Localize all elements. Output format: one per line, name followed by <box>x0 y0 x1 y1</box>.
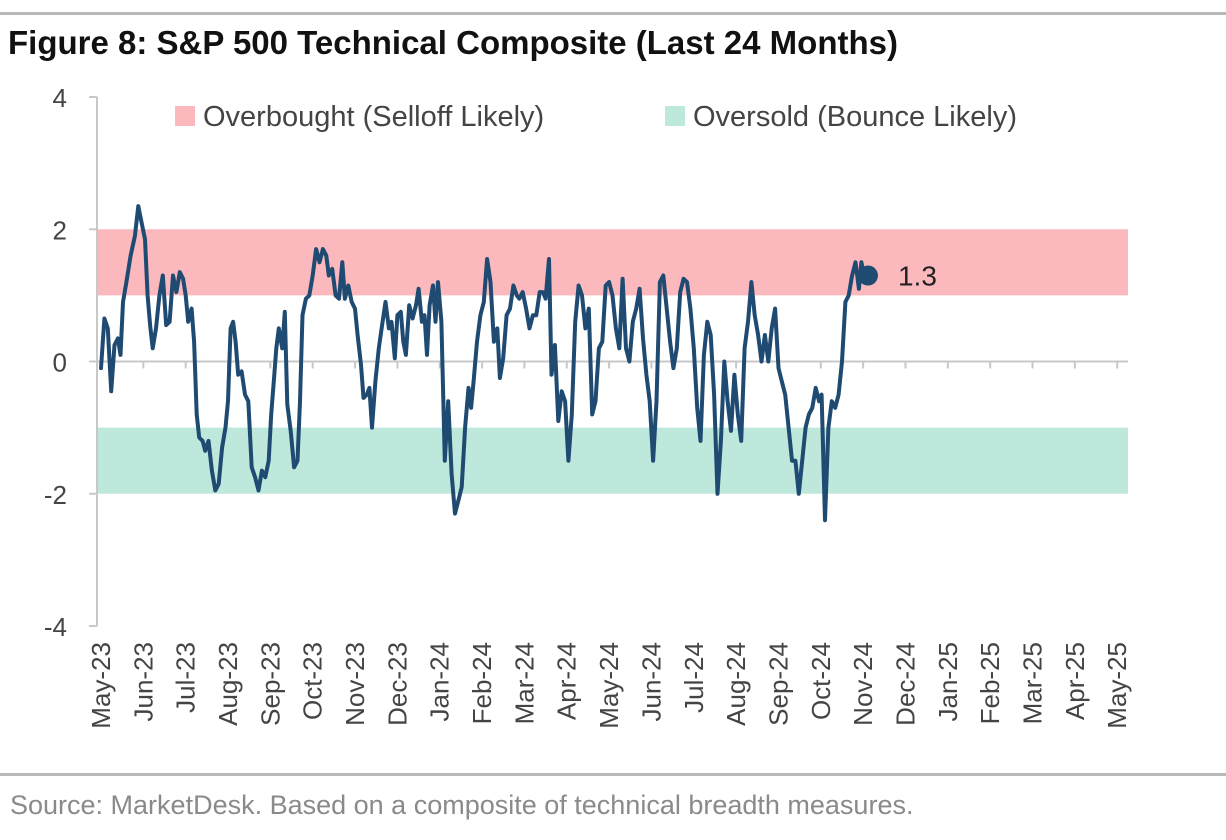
x-tick-label: May-25 <box>1102 642 1132 729</box>
end-value-label: 1.3 <box>898 261 937 292</box>
x-tick-label: Oct-23 <box>298 642 328 720</box>
bottom-rule <box>0 773 1226 776</box>
figure-title: Figure 8: S&P 500 Technical Composite (L… <box>8 24 898 61</box>
y-tick-label: 4 <box>53 83 67 113</box>
end-point-marker <box>857 265 878 286</box>
x-tick-label: Feb-24 <box>467 642 497 724</box>
legend-label-overbought: Overbought (Selloff Likely) <box>203 101 544 133</box>
legend-swatch-oversold <box>665 106 685 126</box>
x-tick-label: Jun-23 <box>128 642 158 722</box>
x-tick-label: Aug-24 <box>721 642 751 726</box>
x-tick-label: May-24 <box>594 642 624 729</box>
x-tick-label: Nov-24 <box>848 642 878 726</box>
x-tick-label: Apr-25 <box>1060 642 1090 720</box>
y-tick-label: -4 <box>44 612 67 642</box>
x-tick-label: Dec-24 <box>890 642 920 726</box>
y-tick-label: 2 <box>53 215 67 245</box>
x-tick-label: Jul-24 <box>679 642 709 713</box>
source-note: Source: MarketDesk. Based on a composite… <box>10 790 914 820</box>
technical-composite-chart: -4 -2 0 2 4 May-23 Jun-23 Jul-23 Aug-23 Sep-23 Oc… <box>44 83 1132 729</box>
x-tick-label: Aug-23 <box>213 642 243 726</box>
legend: Overbought (Selloff Likely) Oversold (Bo… <box>175 101 1017 133</box>
x-tick-label: Mar-25 <box>1017 642 1047 724</box>
x-tick-label: Apr-24 <box>552 642 582 720</box>
y-tick-label: 0 <box>53 348 67 378</box>
x-tick-label: Jan-25 <box>933 642 963 722</box>
legend-label-oversold: Oversold (Bounce Likely) <box>693 101 1017 133</box>
x-tick-label: Jul-23 <box>171 642 201 713</box>
legend-swatch-overbought <box>175 106 195 126</box>
x-tick-label: Dec-23 <box>382 642 412 726</box>
x-axis-ticks: May-23 Jun-23 Jul-23 Aug-23 Sep-23 Oct-23 Nov-… <box>86 361 1132 729</box>
x-tick-label: Mar-24 <box>509 642 539 724</box>
y-tick-label: -2 <box>44 480 67 510</box>
x-tick-label: Nov-23 <box>340 642 370 726</box>
series-line <box>99 204 866 523</box>
x-tick-label: May-23 <box>86 642 116 729</box>
top-rule <box>0 12 1226 15</box>
x-tick-label: Feb-25 <box>975 642 1005 724</box>
x-tick-label: Sep-24 <box>763 642 793 726</box>
x-tick-label: Sep-23 <box>255 642 285 726</box>
x-tick-label: Jan-24 <box>425 642 455 722</box>
x-tick-label: Oct-24 <box>806 642 836 720</box>
y-axis-ticks: -4 -2 0 2 4 <box>44 83 97 642</box>
x-tick-label: Jun-24 <box>636 642 666 722</box>
axes <box>96 97 1128 626</box>
overbought-band <box>97 229 1128 296</box>
